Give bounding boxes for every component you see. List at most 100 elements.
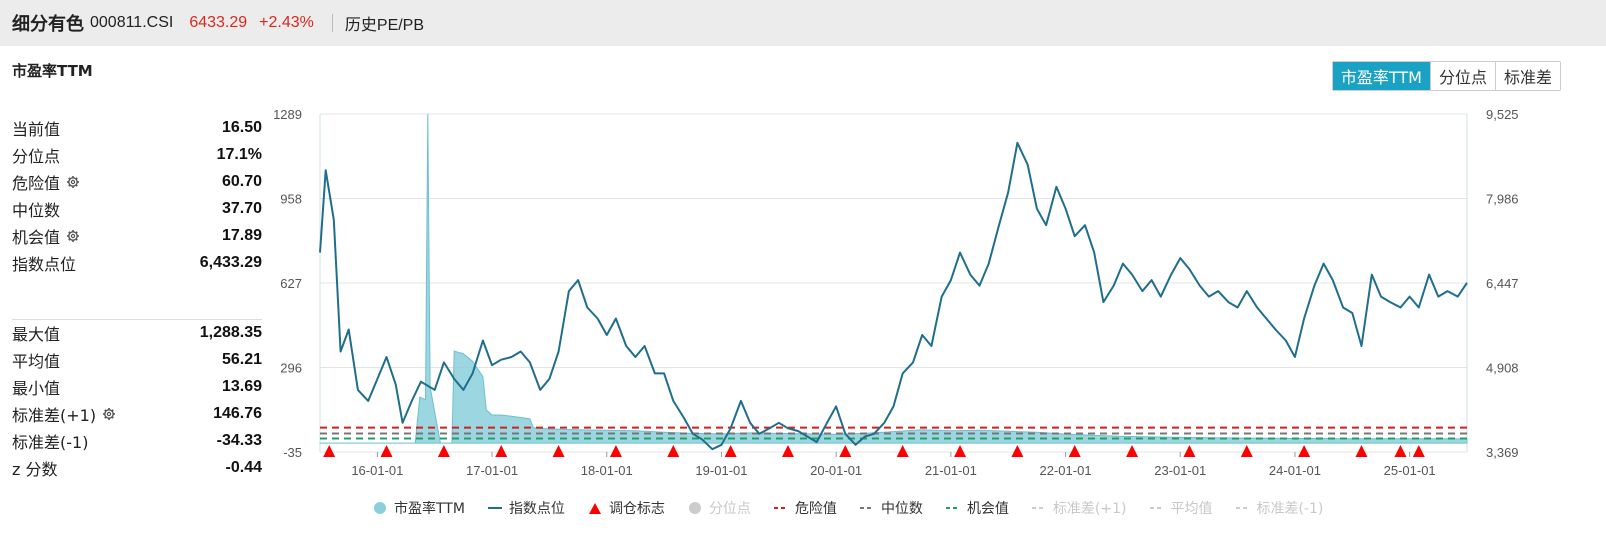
y-left-tick: 958 [280, 192, 302, 207]
rebalance-marker [495, 445, 508, 457]
stat-label-text: 最大值 [12, 324, 61, 344]
stat-row: 标准差(+1) 146.76 [12, 400, 262, 427]
rebalance-marker [954, 445, 967, 457]
legend-label: 市盈率TTM [394, 501, 465, 517]
stat-value: -0.44 [225, 458, 262, 476]
panel-title: 市盈率TTM [12, 62, 93, 80]
chart-legend: 市盈率TTM 指数点位 调仓标志 分位点 危险值 中位数 机会值 标准差(+1) 平均值 标准差(… [372, 498, 1345, 518]
rebalance-marker [781, 445, 794, 457]
stat-label: 指数点位 [12, 251, 76, 275]
rebalance-marker [839, 445, 852, 457]
stat-label-text: 标准差(+1) [12, 405, 97, 425]
legend-line-icon [487, 507, 502, 509]
stat-row: 中位数 37.70 [12, 195, 262, 222]
legend-dash-icon [1149, 507, 1164, 509]
x-tick-label: 24-01-01 [1269, 463, 1321, 478]
rebalance-marker [1412, 445, 1425, 457]
legend-item[interactable]: 指数点位 [487, 498, 565, 518]
legend-item[interactable]: 调仓标志 [587, 498, 665, 518]
index-code: 000811.CSI [90, 14, 174, 31]
rebalance-marker [380, 445, 393, 457]
stat-value: 13.69 [221, 377, 262, 395]
stat-label: 中位数 [12, 197, 60, 221]
rebalance-marker [667, 445, 680, 457]
x-tick-label: 17-01-01 [466, 463, 518, 478]
legend-dot-icon [374, 502, 386, 514]
index-name: 细分有色 [12, 14, 84, 35]
y-left-tick: 627 [280, 276, 302, 291]
x-tick-label: 19-01-01 [695, 463, 747, 478]
y-right-tick: 4,908 [1486, 361, 1519, 376]
stat-value: 17.1% [216, 145, 262, 163]
legend-item[interactable]: 市盈率TTM [372, 498, 465, 518]
legend-item[interactable]: 机会值 [945, 498, 1009, 518]
settings-gear-icon[interactable] [66, 229, 80, 243]
rebalance-marker [1298, 445, 1311, 457]
rebalance-marker [1355, 445, 1368, 457]
stat-label: z 分数 [12, 456, 58, 480]
stat-label: 最小值 [12, 375, 60, 399]
settings-gear-icon[interactable] [66, 175, 80, 189]
stat-value: 1,288.35 [199, 323, 262, 341]
history-pe-pb-link[interactable]: 历史PE/PB [344, 17, 425, 34]
x-tick-label: 21-01-01 [925, 463, 977, 478]
tab-pe-ttm[interactable]: 市盈率TTM [1332, 62, 1430, 90]
tab-percentile[interactable]: 分位点 [1429, 62, 1495, 90]
legend-item[interactable]: 分位点 [687, 498, 751, 518]
rebalance-marker [609, 445, 622, 457]
stat-row: 当前值 16.50 [12, 114, 262, 141]
x-tick-label: 18-01-01 [581, 463, 633, 478]
stat-label: 危险值 [12, 170, 80, 194]
index-change: +2.43% [259, 14, 314, 31]
legend-label: 指数点位 [508, 501, 565, 517]
legend-item[interactable]: 危险值 [773, 498, 837, 518]
legend-dash-icon [945, 507, 960, 509]
y-left-tick: 1289 [273, 107, 302, 122]
stat-label-text: 标准差(-1) [12, 432, 89, 452]
legend-item[interactable]: 中位数 [859, 498, 923, 518]
stat-label-text: 当前值 [12, 119, 61, 139]
y-right-tick: 7,986 [1486, 192, 1519, 207]
rebalance-marker [1126, 445, 1139, 457]
legend-item[interactable]: 标准差(-1) [1235, 498, 1324, 518]
stat-value: 16.50 [221, 118, 262, 136]
legend-label: 中位数 [880, 501, 923, 517]
stat-value: 6,433.29 [199, 253, 262, 271]
x-tick-label: 23-01-01 [1154, 463, 1206, 478]
rebalance-marker [724, 445, 737, 457]
stat-row: 最大值 1,288.35 [12, 319, 262, 346]
legend-label: 标准差(-1) [1256, 501, 1324, 517]
legend-triangle-icon [588, 503, 601, 514]
stat-value: 17.89 [221, 226, 262, 244]
stat-row: 指数点位 6,433.29 [12, 249, 262, 276]
stat-row: 危险值 60.70 [12, 168, 262, 195]
stat-value: -34.33 [216, 431, 262, 449]
legend-item[interactable]: 标准差(+1) [1031, 498, 1127, 518]
stats-divider [12, 319, 262, 320]
y-right-tick: 3,369 [1486, 445, 1519, 460]
stat-row: 机会值 17.89 [12, 222, 262, 249]
legend-label: 危险值 [794, 501, 837, 517]
stat-value: 60.70 [221, 172, 262, 190]
stat-label: 标准差(-1) [12, 429, 88, 453]
legend-item[interactable]: 平均值 [1149, 498, 1213, 518]
tab-std-dev[interactable]: 标准差 [1494, 62, 1560, 90]
stat-label: 分位点 [12, 143, 60, 167]
legend-label: 分位点 [708, 501, 751, 517]
stat-value: 146.76 [213, 404, 262, 422]
rebalance-marker [1068, 445, 1081, 457]
settings-gear-icon[interactable] [102, 407, 116, 421]
index-price: 6433.29 [189, 14, 248, 31]
legend-label: 标准差(+1) [1052, 501, 1127, 517]
y-left-tick: -35 [283, 445, 302, 460]
stats-bottom-list: 最大值 1,288.35 平均值 56.21 最小值 13.69 标准差(+1) 146.76… [12, 319, 262, 481]
header-bar: 细分有色 000811.CSI 6433.29 +2.43% 历史PE/PB [0, 0, 1606, 46]
legend-label: 机会值 [966, 501, 1009, 517]
stat-label-text: z 分数 [12, 459, 58, 479]
stat-row: 分位点 17.1% [12, 141, 262, 168]
stat-value: 37.70 [221, 199, 262, 217]
rebalance-marker [896, 445, 909, 457]
stat-label-text: 危险值 [12, 173, 61, 193]
rebalance-marker [1240, 445, 1253, 457]
stat-value: 56.21 [221, 350, 262, 368]
